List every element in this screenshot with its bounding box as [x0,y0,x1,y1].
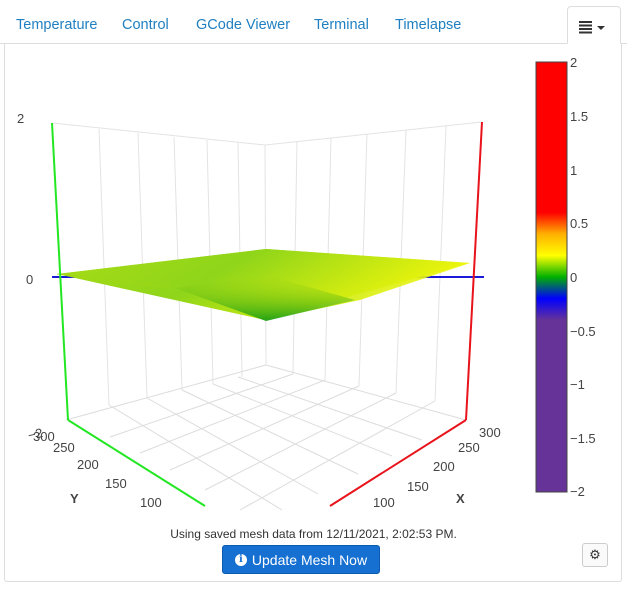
tab-control[interactable]: Control [122,17,169,33]
caret-down-icon [597,26,605,30]
tab-temperature[interactable]: Temperature [16,17,98,33]
y-axis-ticks: −2 300 250 200 150 100 Y [27,425,162,510]
colorbar-tick: 1.5 [570,109,588,124]
settings-button[interactable]: ⚙ [582,543,608,567]
x-tick-150: 150 [407,479,429,494]
x-tick-300: 300 [479,425,501,440]
colorbar-tick: −0.5 [570,324,596,339]
mesh-plot[interactable]: 2 0 −2 300 250 200 150 100 Y 300 250 200… [0,0,627,520]
colorbar-tick: 2 [570,55,577,70]
y-axis-floor-line [67,419,206,507]
colorbar-ticks: 2 1.5 1 0.5 0 −0.5 −1 −1.5 −2 [570,55,596,499]
x-tick-100: 100 [373,495,395,510]
x-tick-200: 200 [433,459,455,474]
mesh-status-text: Using saved mesh data from 12/11/2021, 2… [170,527,457,541]
y-tick-partial: −2 [27,425,45,443]
tab-gcode-viewer[interactable]: GCode Viewer [196,17,291,33]
tab-bar: Temperature Control GCode Viewer Termina… [0,0,627,44]
colorbar-tick: 0 [570,270,577,285]
y-tick-150: 150 [105,476,127,491]
mesh-surface [56,249,470,321]
bed-visualizer-panel [4,44,622,582]
colorbar-tick: −1 [570,377,585,392]
colorbar [535,61,568,493]
tab-bar-divider [0,43,627,44]
colorbar-tick: −2 [570,484,585,499]
tab-terminal[interactable]: Terminal [314,17,369,33]
x-axis-floor-line [329,419,467,507]
y-axis-label: Y [70,491,79,506]
info-icon: i [234,553,247,566]
tab-timelapse[interactable]: Timelapse [395,17,462,33]
tab-menu-dropdown[interactable] [567,6,621,44]
x-tick-250: 250 [458,440,480,455]
list-icon [579,21,605,34]
y-axis-vertical-line [51,122,69,421]
x-axis-vertical-line [465,121,483,421]
y-tick-250: 250 [53,440,75,455]
colorbar-tick: 1 [570,163,577,178]
y-tick-100: 100 [140,495,162,510]
colorbar-tick: −1.5 [570,431,596,446]
gear-icon: ⚙ [589,547,601,562]
update-mesh-label: Update Mesh Now [251,551,368,568]
colorbar-tick: 0.5 [570,216,588,231]
z-tick-2: 2 [17,111,24,126]
x-axis-ticks: 300 250 200 150 100 X [373,425,501,510]
x-axis-label: X [456,491,465,506]
y-tick-300: 300 [33,429,55,444]
y-tick-200: 200 [77,457,99,472]
z-tick-0: 0 [26,272,33,287]
floor-grid [65,364,467,511]
update-mesh-button[interactable]: i Update Mesh Now [222,545,380,574]
